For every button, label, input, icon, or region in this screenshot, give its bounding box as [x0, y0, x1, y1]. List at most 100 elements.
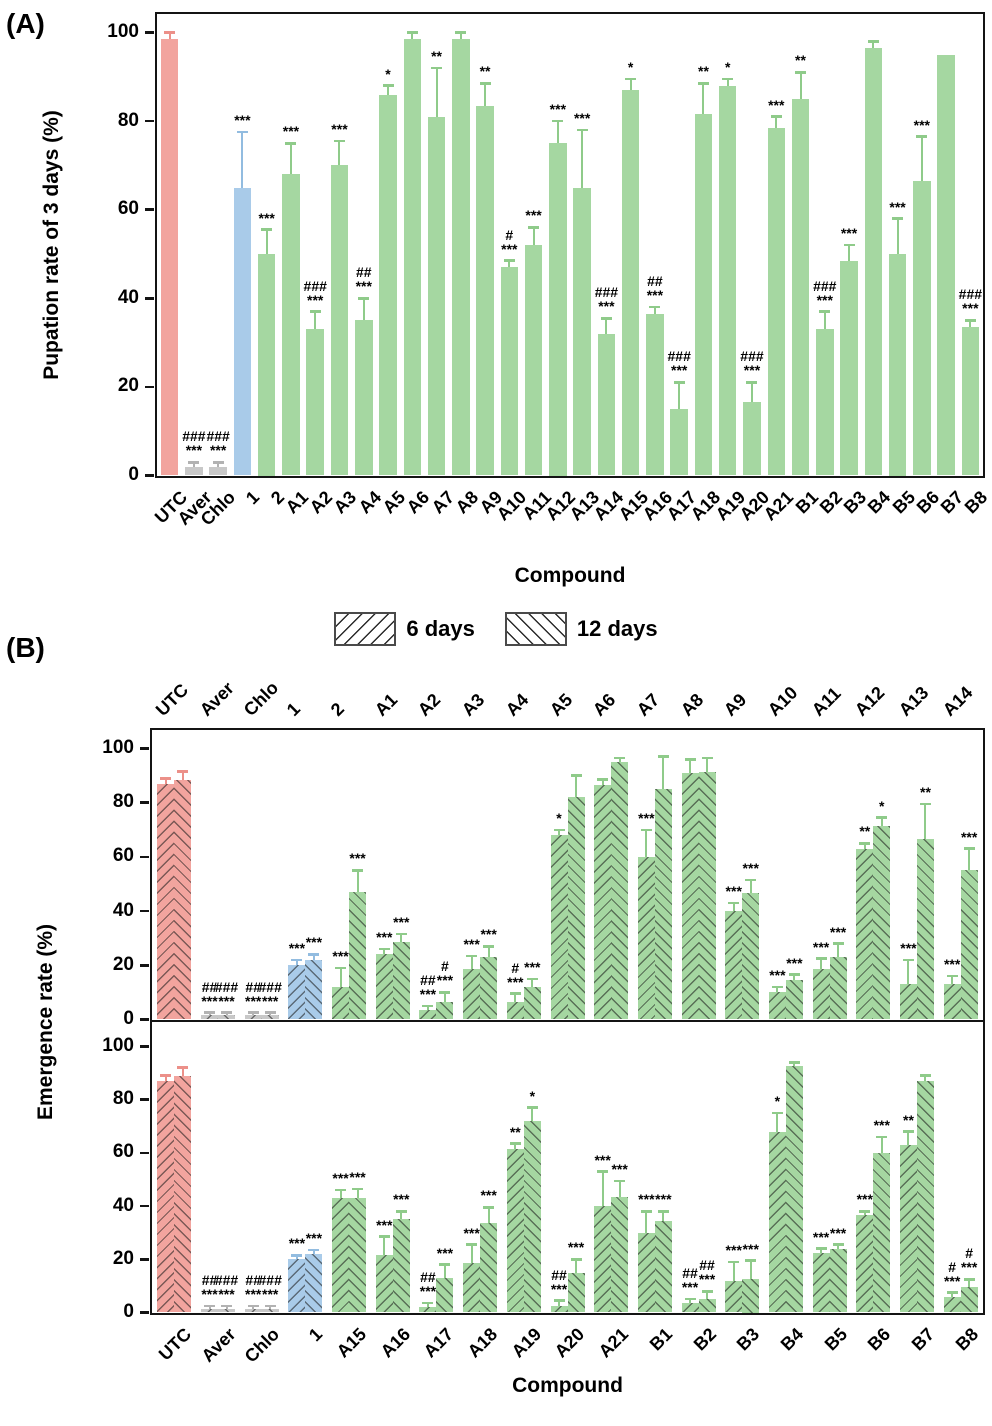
sig-annotation: *: [529, 811, 589, 825]
sig-line: ***: [671, 362, 688, 379]
error-bar-cap: [264, 1011, 276, 1015]
sig-annotation: ***: [573, 1153, 633, 1167]
sig-annotation: ***: [328, 851, 388, 865]
sig-line: ***: [419, 1283, 437, 1300]
sig-annotation: *: [601, 60, 661, 74]
sig-annotation: ### ***: [795, 279, 855, 307]
error-bar-stem: [426, 1005, 429, 1010]
sig-annotation: ***: [616, 811, 676, 825]
sig-annotation: # ***: [479, 228, 539, 256]
bar-1-6days: [288, 965, 306, 1020]
error-bar-stem: [702, 83, 705, 115]
bar-A5: [379, 94, 397, 476]
error-bar-stem: [678, 382, 681, 410]
sig-line: ***: [332, 1170, 349, 1187]
sig-line: *: [627, 59, 634, 75]
error-bar-cap: [597, 778, 609, 781]
error-bar-stem: [653, 307, 656, 314]
sig-annotation: ***: [835, 1192, 895, 1206]
error-bar-stem: [217, 462, 220, 467]
error-bar-stem: [269, 1305, 272, 1309]
bar-A18-6days: [463, 1263, 481, 1313]
error-bar-stem: [225, 1012, 228, 1016]
y-tick-mark: [144, 119, 154, 123]
error-bar-cap: [236, 130, 248, 134]
panel-b-bottom-plot: [150, 1022, 985, 1315]
error-bar-stem: [799, 72, 802, 99]
bar-A1-6days: [375, 954, 393, 1020]
x-tick-label: 1: [242, 487, 264, 509]
error-bar-stem: [383, 1236, 386, 1256]
sig-line: ***: [480, 1187, 497, 1204]
sig-line: *: [556, 809, 562, 826]
sig-annotation: ***: [616, 1192, 676, 1206]
error-bar-cap: [597, 1170, 609, 1173]
error-bar-stem: [295, 1255, 298, 1260]
error-bar-stem: [435, 67, 438, 117]
x-tick-label: A17: [420, 1324, 458, 1362]
sig-annotation: ***: [528, 102, 588, 116]
sig-annotation: ### ***: [649, 349, 709, 377]
error-bar-cap: [746, 381, 758, 384]
sig-annotation: # ***: [485, 961, 545, 989]
sig-line: ***: [305, 934, 323, 951]
bar-Chlo-12days: [261, 1308, 279, 1313]
y-tick-label: 20: [112, 1247, 134, 1269]
sig-line: ***: [742, 859, 759, 876]
sig-annotation: **: [878, 1113, 938, 1127]
bar-A12: [549, 143, 567, 476]
bar-2: [257, 254, 276, 476]
y-tick-label: 0: [128, 464, 139, 485]
y-tick-label: 60: [112, 845, 134, 867]
bar-A17-6days: [419, 1307, 437, 1313]
error-bar-cap: [160, 777, 172, 780]
sig-annotation: ***: [746, 98, 806, 112]
bar-Aver: [185, 466, 203, 476]
sig-annotation: ***: [502, 960, 562, 974]
bar-A21-6days: [594, 1206, 612, 1313]
sig-line: ***: [889, 198, 906, 215]
error-bar-stem: [411, 32, 414, 40]
sig-line: ***: [549, 101, 567, 118]
sig-line: ***: [258, 209, 275, 226]
error-bar-stem: [732, 1261, 735, 1281]
bar-A13: [573, 187, 591, 476]
y-tick-mark: [139, 1151, 149, 1155]
sig-line: ***: [655, 1191, 672, 1208]
sig-line: ###: [182, 428, 206, 445]
bar-A3-12days: [480, 957, 498, 1020]
sig-line: #: [948, 1258, 957, 1275]
error-bar-stem: [820, 1248, 823, 1253]
sig-line: ***: [245, 992, 262, 1009]
sig-line: ***: [698, 1271, 716, 1288]
y-tick-mark: [144, 31, 154, 34]
error-bar-cap: [333, 139, 345, 143]
x-tick-label: A16: [376, 1324, 414, 1362]
sig-line: ##: [201, 978, 218, 995]
error-bar-cap: [919, 802, 931, 806]
x-tick-label: B7: [907, 1324, 939, 1355]
sig-line: ##: [245, 978, 261, 995]
sig-annotation: ***: [868, 200, 928, 214]
y-tick-mark: [139, 1098, 149, 1101]
error-bar-cap: [640, 828, 652, 832]
bar-UTC-6days: [157, 783, 175, 1020]
error-bar-cap: [466, 954, 478, 958]
sig-line: ***: [856, 1191, 873, 1208]
sig-line: *: [529, 1087, 536, 1104]
sig-line: ###: [258, 1271, 282, 1288]
sig-annotation: ## ***: [529, 1268, 589, 1296]
error-bar-cap: [352, 1187, 364, 1191]
x-tick-label: B3: [732, 1324, 764, 1355]
sig-line: ***: [393, 1191, 410, 1208]
sig-line: #: [511, 959, 520, 976]
sig-annotation: ***: [284, 935, 344, 949]
bar-Chlo-6days: [244, 1308, 262, 1313]
bar-B2-6days: [681, 1303, 699, 1313]
sig-line: ###: [258, 978, 282, 995]
x-tick-label: A2: [414, 689, 445, 720]
error-bar-stem: [706, 1291, 709, 1300]
sig-line: ***: [786, 954, 803, 971]
panel-a-x-axis-title: Compound: [514, 564, 626, 587]
sig-line: ##: [201, 1271, 218, 1288]
